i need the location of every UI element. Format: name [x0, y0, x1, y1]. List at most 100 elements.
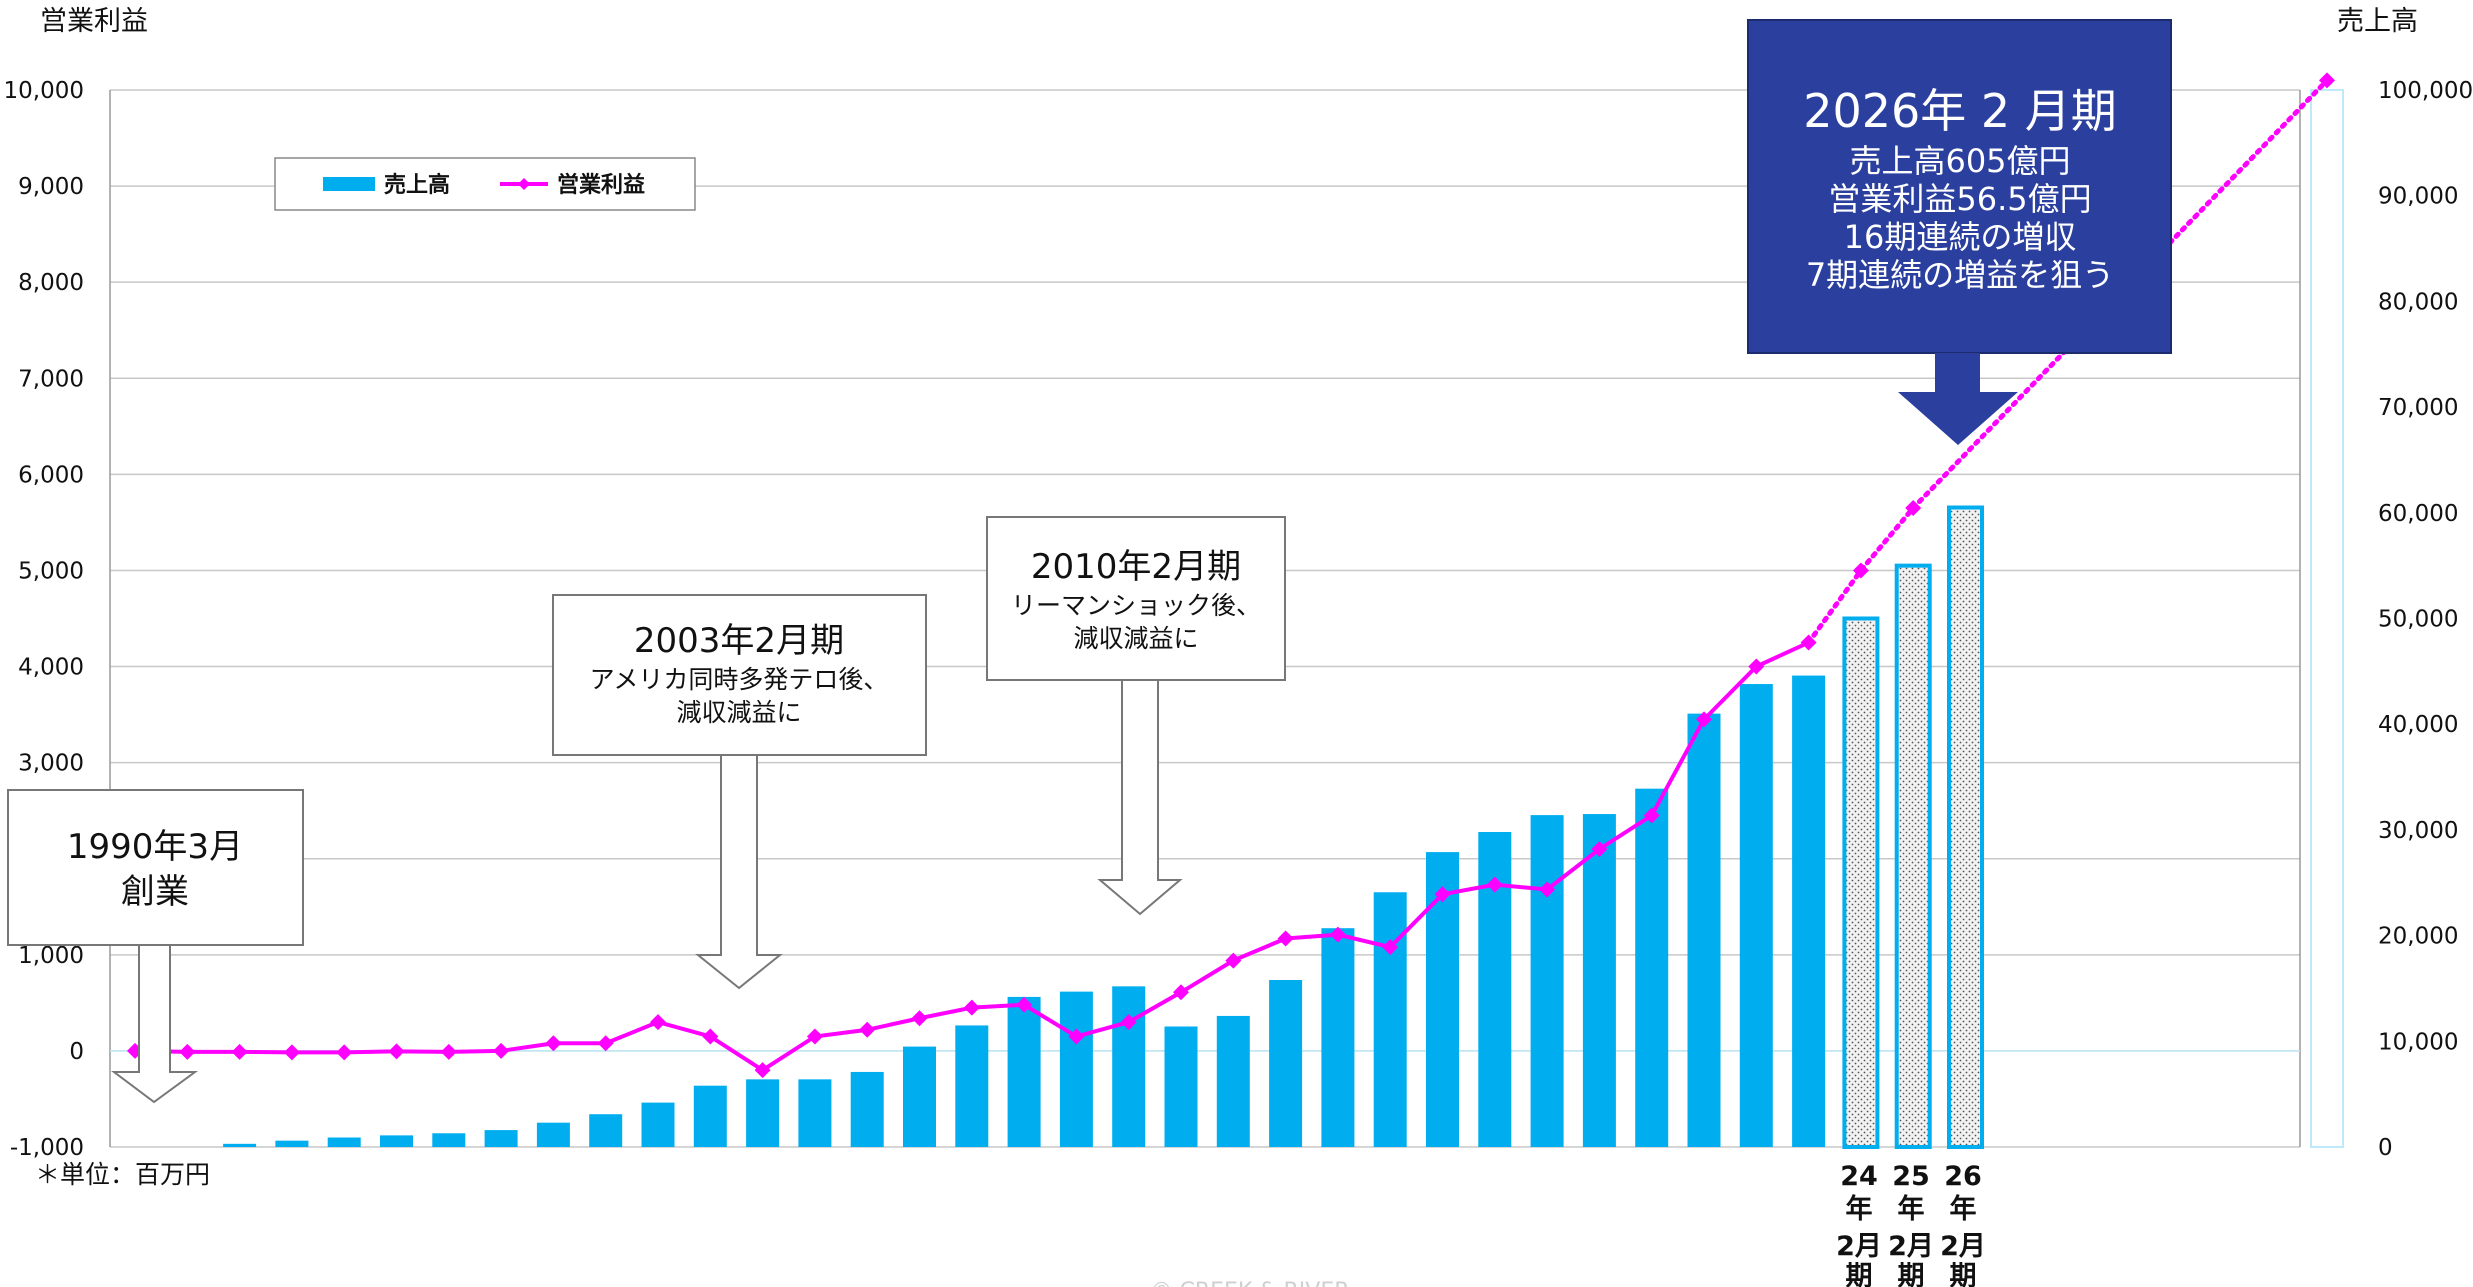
bar-forecast [1894, 563, 1932, 1149]
profit-point [754, 1062, 771, 1079]
svg-text:期: 期 [1846, 1261, 1873, 1287]
callout-2010-title: 2010年2月期 [1031, 547, 1241, 587]
right-tick-label: 60,000 [2378, 501, 2458, 527]
left-tick-label: 9,000 [18, 174, 84, 200]
left-tick-label: 1,000 [18, 943, 84, 969]
bar [380, 1135, 413, 1147]
profit-point [597, 1035, 614, 1052]
bar [1269, 979, 1303, 1147]
callout-2026-title: 2026年 2 月期 [1803, 84, 2117, 138]
bar [1373, 892, 1407, 1147]
left-tick-label: 6,000 [18, 462, 84, 488]
profit-point [1486, 876, 1503, 893]
callout-2026-body-3: 16期連続の増収 [1844, 218, 2077, 256]
left-tick-label: 7,000 [18, 366, 84, 392]
bar [432, 1133, 466, 1147]
svg-text:26: 26 [1944, 1161, 1982, 1192]
line-operating-profit [127, 72, 2335, 1079]
profit-point [440, 1043, 457, 1060]
callout-founding-body: 創業 [121, 872, 189, 912]
left-tick-label: -1,000 [10, 1135, 84, 1161]
right-tick-label: 10,000 [2378, 1029, 2458, 1055]
bar-extra-outline [2310, 89, 2344, 1148]
bar [1321, 928, 1355, 1147]
callout-2026-box [1747, 19, 2172, 354]
right-tick-label: 90,000 [2378, 184, 2458, 210]
legend-marker-profit [518, 178, 530, 190]
bar [327, 1137, 361, 1147]
legend-label-profit: 営業利益 [557, 172, 645, 198]
period-label-26: 26 年 2月 期 [1940, 1161, 1986, 1287]
svg-text:2月: 2月 [1888, 1231, 1934, 1262]
callout-2026-body-4: 7期連続の増益を狙う [1806, 256, 2114, 294]
left-tick-label: 3,000 [18, 751, 84, 777]
profit-point [1120, 1014, 1137, 1031]
bar [275, 1140, 309, 1147]
profit-point [806, 1028, 823, 1045]
bar [1059, 991, 1093, 1147]
legend: 売上高 営業利益 [274, 157, 696, 211]
right-tick-label: 50,000 [2378, 607, 2458, 633]
svg-text:2月: 2月 [1940, 1231, 1986, 1262]
left-tick-label: 0 [69, 1039, 84, 1065]
left-tick-label: 5,000 [18, 558, 84, 584]
bar [1007, 996, 1041, 1147]
callout-2003-body-1: アメリカ同時多発テロ後、 [590, 665, 889, 694]
callout-founding-arrow [111, 944, 199, 1104]
callout-2010-body-1: リーマンショック後、 [1011, 591, 1261, 620]
svg-text:24: 24 [1840, 1161, 1878, 1192]
bar [1687, 713, 1721, 1147]
bar [955, 1025, 989, 1147]
bar-forecast [1842, 616, 1880, 1149]
bar [746, 1079, 780, 1147]
callout-2003-title: 2003年2月期 [634, 621, 844, 661]
profit-point [1539, 881, 1556, 898]
bar [903, 1046, 936, 1147]
profit-point [1643, 807, 1660, 824]
bar [1582, 814, 1616, 1147]
svg-text:年: 年 [1846, 1193, 1873, 1225]
right-tick-label: 30,000 [2378, 818, 2458, 844]
profit-point [1748, 658, 1765, 675]
profit-point [231, 1043, 248, 1060]
bar [850, 1071, 884, 1147]
unit-note: ＊単位：百万円 [35, 1160, 210, 1189]
bar [693, 1085, 727, 1147]
svg-text:年: 年 [1950, 1193, 1977, 1225]
left-tick-label: 10,000 [4, 78, 84, 104]
footer-copyright: © CREEK & RIVER [1150, 1279, 1349, 1287]
profit-point [1068, 1028, 1085, 1045]
callout-2003-arrow [695, 754, 783, 990]
svg-text:期: 期 [1898, 1261, 1925, 1287]
profit-point [493, 1042, 510, 1059]
callout-founding: 1990年3月 創業 [7, 789, 304, 1104]
profit-point [702, 1028, 719, 1045]
bar [223, 1143, 257, 1147]
right-axis-title: 売上高 [2337, 6, 2418, 37]
profit-point [1225, 952, 1242, 969]
callout-2026-arrow [1898, 353, 2018, 445]
period-label-24: 24 年 2月 期 [1836, 1161, 1882, 1287]
bar [641, 1102, 675, 1147]
profit-point [545, 1035, 562, 1052]
profit-point [388, 1043, 405, 1060]
callout-2026-body-1: 売上高605億円 [1849, 142, 2070, 180]
left-tick-label: 8,000 [18, 270, 84, 296]
profit-point [1905, 499, 1922, 516]
callout-2010: 2010年2月期 リーマンショック後、 減収減益に [986, 516, 1286, 916]
callout-2003-body-2: 減収減益に [676, 698, 801, 727]
callout-founding-title: 1990年3月 [67, 827, 243, 867]
profit-point [963, 999, 980, 1016]
profit-point [283, 1044, 300, 1061]
bar [1635, 788, 1669, 1147]
right-axis-ticks: 0 10,000 20,000 30,000 40,000 50,000 60,000 70,… [2378, 78, 2473, 1161]
right-tick-label: 80,000 [2378, 289, 2458, 315]
period-label-25: 25 年 2月 期 [1888, 1161, 1934, 1287]
right-tick-label: 100,000 [2378, 78, 2473, 104]
svg-text:2月: 2月 [1836, 1231, 1882, 1262]
legend-swatch-sales [323, 177, 375, 191]
profit-point [911, 1010, 928, 1027]
left-axis-title: 営業利益 [40, 6, 148, 37]
profit-point [1434, 886, 1451, 903]
